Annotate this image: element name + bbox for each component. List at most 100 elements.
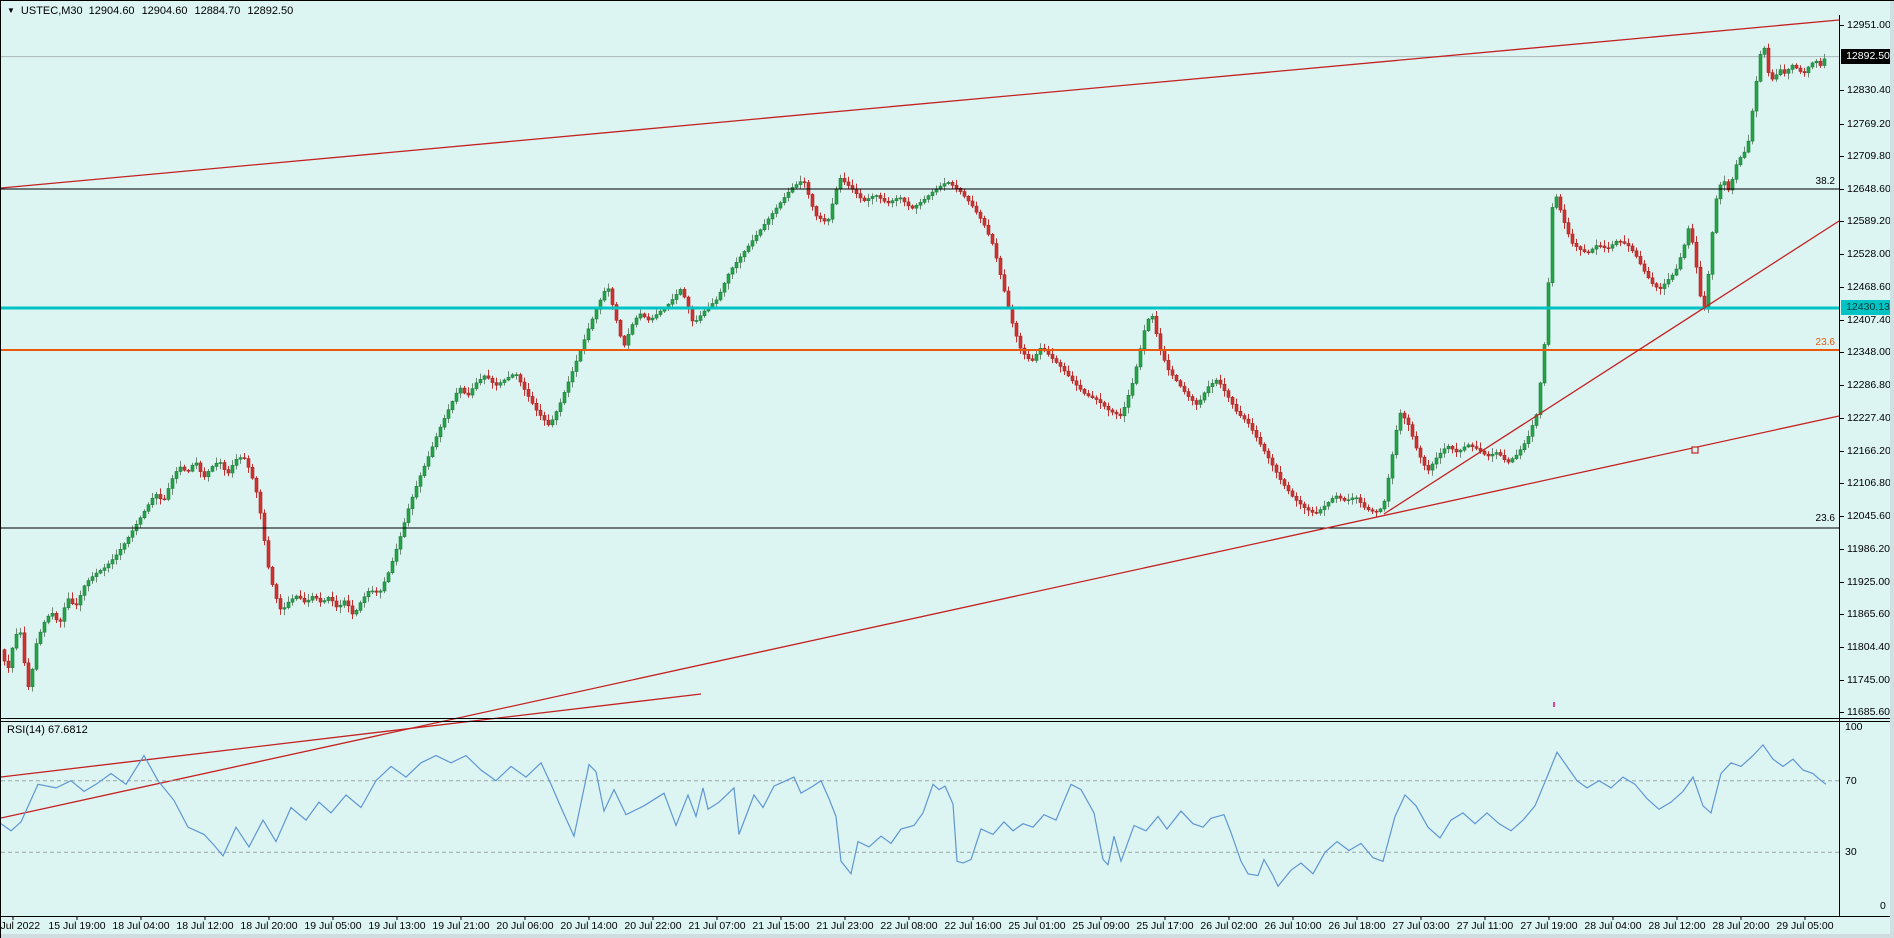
price-tick-label: 12589.20	[1847, 215, 1891, 228]
time-axis-line	[1, 916, 1894, 917]
price-tick-label: 12528.00	[1847, 248, 1891, 261]
trend-line-long-support	[1, 415, 1840, 819]
price-tick-mark	[1839, 679, 1844, 681]
price-tick-label: 12106.80	[1847, 477, 1891, 490]
rsi-line	[1, 743, 1827, 888]
time-tick-label: 20 Jul 14:00	[560, 920, 618, 932]
open-value: 12904.60	[88, 5, 135, 17]
time-tick-label: 20 Jul 22:00	[624, 920, 682, 932]
time-tick-label: 27 Jul 03:00	[1392, 920, 1450, 932]
price-tick-mark	[1839, 254, 1844, 256]
trend-line-short-left-support	[1, 693, 702, 778]
time-tick-label: 21 Jul 23:00	[816, 920, 874, 932]
price-tick-mark	[1839, 352, 1844, 354]
price-tick-mark	[1839, 319, 1844, 321]
price-axis-border	[1839, 15, 1840, 916]
time-tick-label: 15 Jul 19:00	[48, 920, 106, 932]
time-tick-label: 19 Jul 13:00	[368, 920, 426, 932]
panel-separator-top[interactable]	[1, 718, 1894, 719]
price-tick-mark	[1839, 647, 1844, 649]
price-tick-mark	[1839, 155, 1844, 157]
fib-label-23-6-orange: 23.6	[1815, 337, 1835, 348]
ohlc-values: 12904.60 12904.60 12884.70 12892.50	[89, 5, 294, 17]
price-tick-label: 12407.40	[1847, 313, 1891, 326]
symbol-collapse-icon[interactable]: ▼	[7, 6, 15, 15]
trend-line-upper-resistance	[1, 19, 1840, 189]
level-price-badge: 12430.13	[1841, 300, 1894, 316]
price-tick-label: 12286.80	[1847, 379, 1891, 392]
price-tick-label: 12045.60	[1847, 510, 1891, 523]
time-tick-label: 18 Jul 12:00	[176, 920, 234, 932]
price-tick-label: 12227.40	[1847, 411, 1891, 424]
time-tick-label: 26 Jul 02:00	[1200, 920, 1258, 932]
price-tick-label: 11804.40	[1847, 641, 1891, 654]
trend-line-steep-support	[1383, 220, 1840, 515]
ohlc-header: ▼ USTEC,M30 12904.60 12904.60 12884.70 1…	[7, 4, 293, 18]
window-bottom-edge	[1, 934, 1894, 938]
rsi-scale-label: 30	[1845, 846, 1857, 859]
price-tick-mark	[1839, 614, 1844, 616]
price-tick-mark	[1839, 483, 1844, 485]
price-tick-label: 12769.20	[1847, 117, 1891, 130]
time-tick-label: 22 Jul 16:00	[944, 920, 1002, 932]
price-tick-mark	[1839, 450, 1844, 452]
time-tick-label: 18 Jul 04:00	[112, 920, 170, 932]
small-object-mark	[1553, 702, 1555, 707]
price-tick-mark	[1839, 581, 1844, 583]
time-tick-label: 27 Jul 19:00	[1520, 920, 1578, 932]
time-tick-label: 22 Jul 08:00	[880, 920, 938, 932]
fib-label-23-6-black: 23.6	[1815, 513, 1835, 524]
time-tick-label: 28 Jul 04:00	[1584, 920, 1642, 932]
price-tick-mark	[1839, 123, 1844, 125]
time-tick-label: 26 Jul 10:00	[1264, 920, 1322, 932]
time-tick-label: 29 Jul 05:00	[1776, 920, 1834, 932]
price-tick-label: 12709.80	[1847, 149, 1891, 162]
rsi-scale-label: 70	[1845, 774, 1857, 787]
price-tick-label: 12348.00	[1847, 346, 1891, 359]
price-tick-mark	[1839, 548, 1844, 550]
close-value: 12892.50	[247, 5, 294, 17]
time-tick-label: 19 Jul 21:00	[432, 920, 490, 932]
price-tick-label: 11865.60	[1847, 608, 1891, 621]
price-tick-label: 11986.20	[1847, 542, 1891, 555]
price-tick-mark	[1839, 221, 1844, 223]
high-value: 12904.60	[141, 5, 188, 17]
price-tick-label: 11745.00	[1847, 673, 1891, 686]
price-tick-label: 12468.60	[1847, 280, 1891, 293]
price-tick-mark	[1839, 286, 1844, 288]
price-tick-mark	[1839, 90, 1844, 92]
fib-label-38-2: 38.2	[1815, 176, 1835, 187]
price-tick-label: 12951.00	[1847, 18, 1891, 31]
price-tick-label: 11925.00	[1847, 575, 1891, 588]
rsi-scale-label: 100	[1845, 721, 1863, 733]
time-tick-label: 21 Jul 07:00	[688, 920, 746, 932]
time-tick-label: 20 Jul 06:00	[496, 920, 554, 932]
time-tick-label: 28 Jul 20:00	[1712, 920, 1770, 932]
time-tick-label: 19 Jul 05:00	[304, 920, 362, 932]
symbol-timeframe-label: USTEC,M30	[20, 5, 83, 17]
time-tick-label: 25 Jul 17:00	[1136, 920, 1194, 932]
low-value: 12884.70	[194, 5, 241, 17]
panel-separator-bottom[interactable]	[1, 721, 1894, 722]
time-tick-label: 21 Jul 15:00	[752, 920, 810, 932]
price-tick-mark	[1839, 189, 1844, 190]
price-tick-label: 11685.60	[1847, 705, 1891, 718]
time-tick-label: 25 Jul 01:00	[1008, 920, 1066, 932]
time-tick-label: 18 Jul 20:00	[240, 920, 298, 932]
price-tick-label: 12166.20	[1847, 444, 1891, 457]
price-tick-mark	[1839, 385, 1844, 387]
price-tick-mark	[1839, 417, 1844, 419]
price-tick-mark	[1839, 711, 1844, 713]
rsi-scale-label: 0	[1880, 900, 1886, 912]
time-tick-label: 15 Jul 2022	[0, 920, 41, 932]
price-tick-mark	[1839, 516, 1844, 518]
time-tick-label: 27 Jul 11:00	[1456, 920, 1514, 932]
price-tick-label: 12830.40	[1847, 84, 1891, 97]
trendline-handle	[1691, 446, 1699, 454]
time-tick-label: 25 Jul 09:00	[1072, 920, 1130, 932]
price-tick-mark	[1839, 24, 1844, 26]
window-right-edge	[1890, 1, 1894, 934]
rsi-indicator-label[interactable]: RSI(14) 67.6812	[7, 724, 88, 736]
